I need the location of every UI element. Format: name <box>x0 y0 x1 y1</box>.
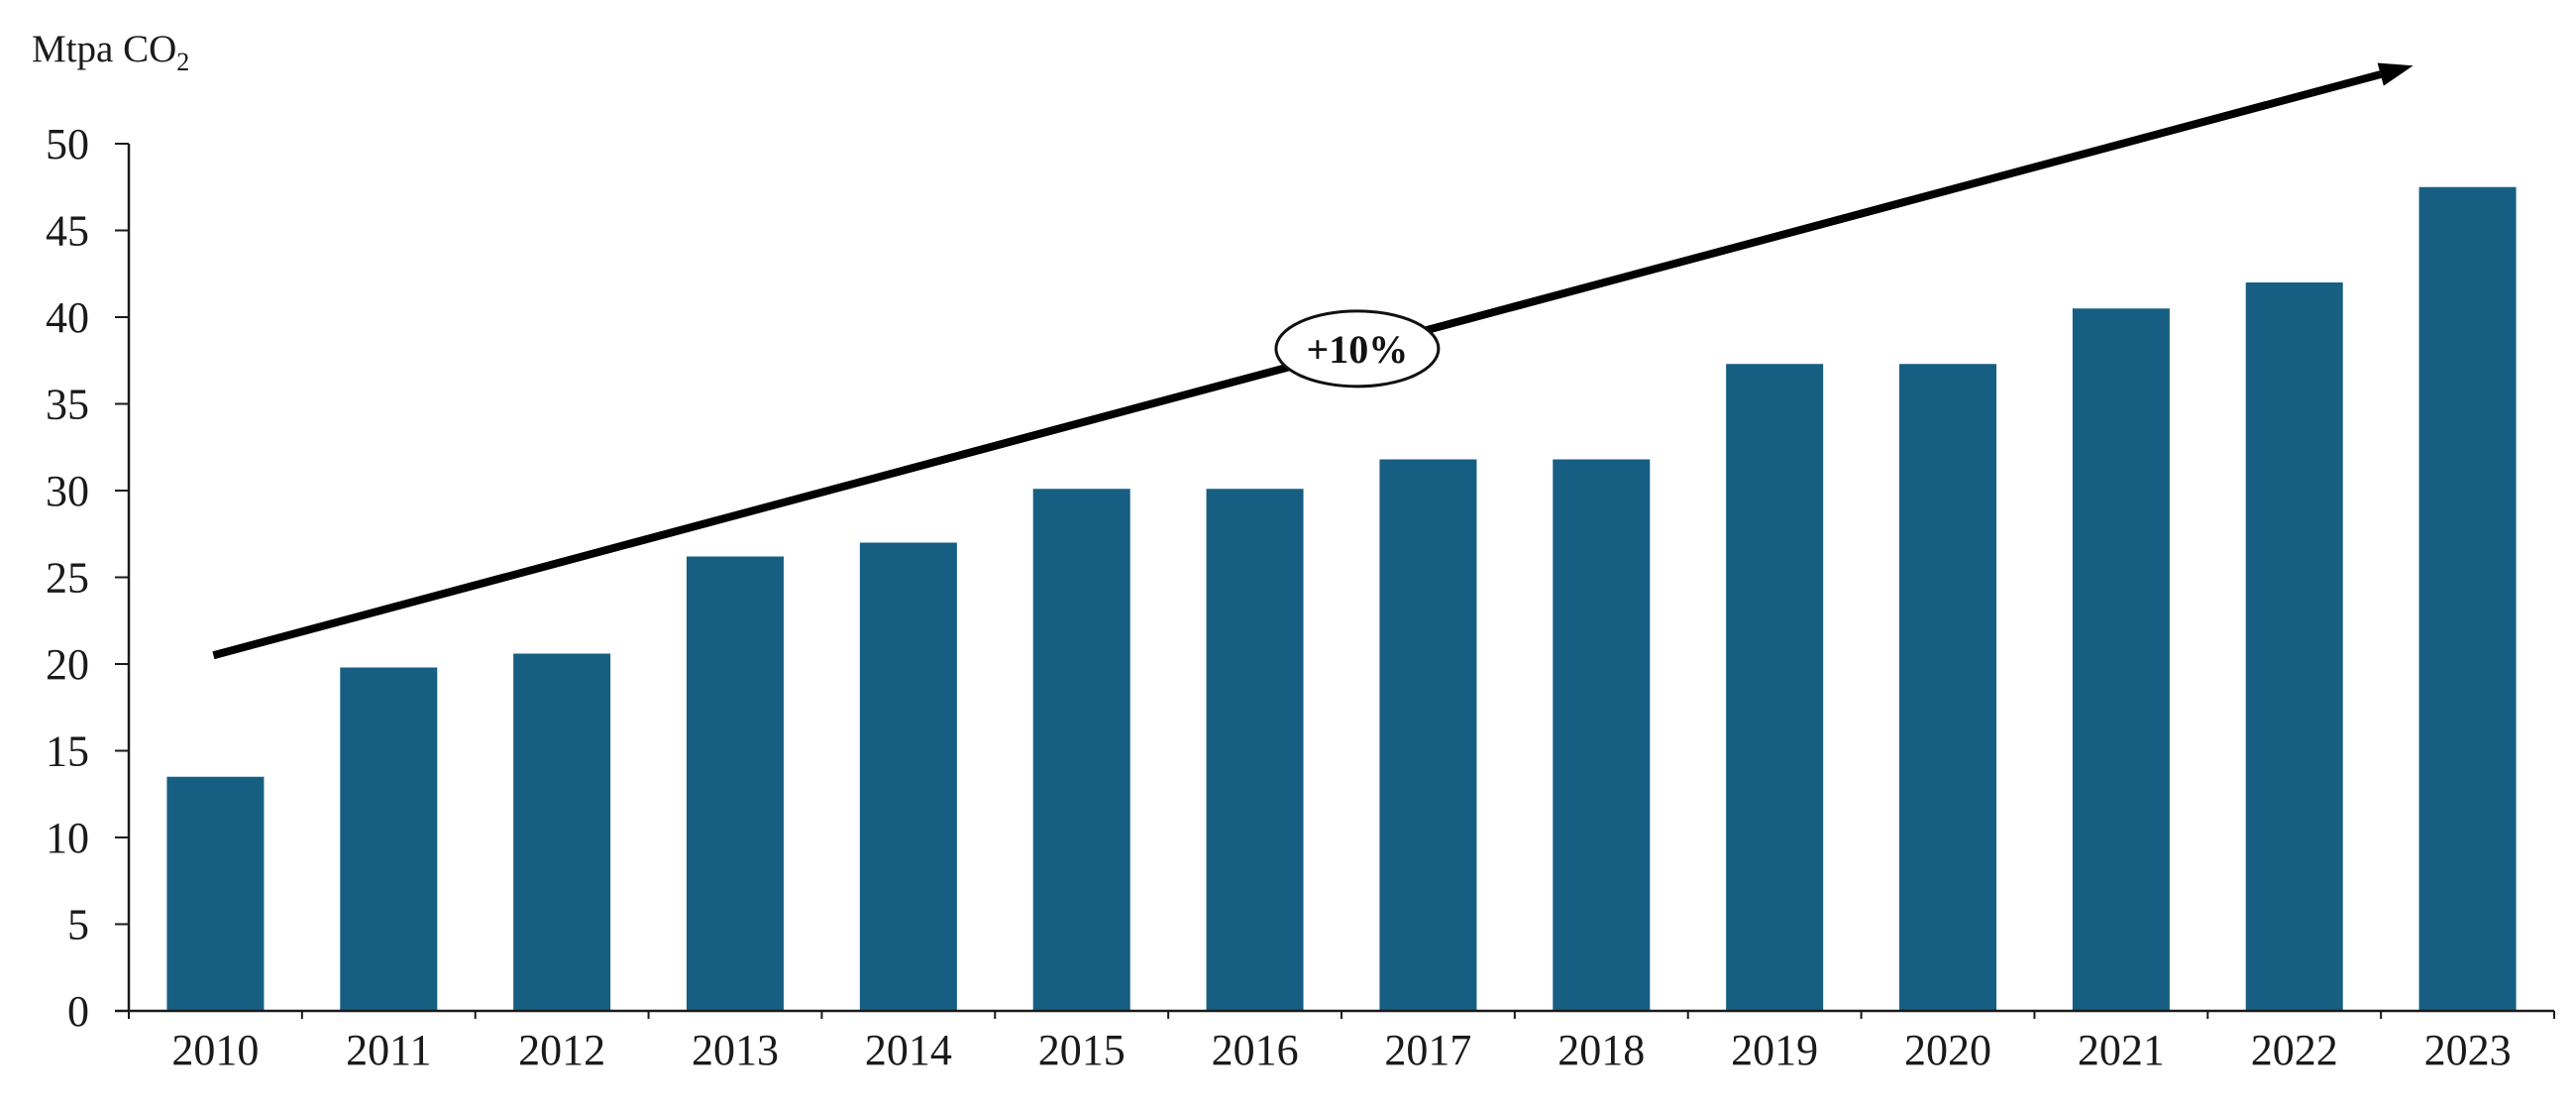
x-tick-label: 2018 <box>1557 1026 1645 1074</box>
bar-2018 <box>1553 459 1651 1011</box>
x-tick-label: 2013 <box>692 1026 779 1074</box>
bar-2017 <box>1379 459 1477 1011</box>
bar-2021 <box>2072 308 2170 1011</box>
y-tick-label: 10 <box>46 814 89 862</box>
growth-badge-label: +10% <box>1307 327 1409 372</box>
x-tick-label: 2012 <box>518 1026 605 1074</box>
y-tick-label: 30 <box>46 467 89 515</box>
y-tick-label: 35 <box>46 381 89 429</box>
bar-2023 <box>2418 186 2517 1011</box>
y-tick-label: 5 <box>67 901 89 949</box>
x-tick-label: 2022 <box>2251 1026 2338 1074</box>
y-tick-label: 0 <box>67 987 89 1036</box>
x-tick-label: 2021 <box>2078 1026 2165 1074</box>
y-tick-label: 15 <box>46 727 89 776</box>
bar-2019 <box>1726 364 1824 1011</box>
bar-2016 <box>1206 489 1304 1011</box>
x-tick-label: 2019 <box>1731 1026 1818 1074</box>
y-tick-label: 20 <box>46 640 89 689</box>
trend-arrow-head <box>2377 62 2414 86</box>
bar-2015 <box>1032 489 1130 1011</box>
x-tick-label: 2010 <box>171 1026 259 1074</box>
y-axis-label: Mtpa CO2 <box>32 28 189 76</box>
y-tick-label: 50 <box>46 120 89 168</box>
x-tick-label: 2011 <box>346 1026 431 1074</box>
bar-2010 <box>166 776 265 1011</box>
x-tick-label: 2020 <box>1904 1026 1991 1074</box>
bars <box>166 186 2517 1011</box>
x-tick-label: 2023 <box>2424 1026 2512 1074</box>
bar-2011 <box>340 667 438 1011</box>
x-axis-ticks: 2010 2011 2012 2013 2014 2015 2016 2017 2018 2019… <box>128 1011 2555 1074</box>
y-tick-label: 45 <box>46 207 89 256</box>
bar-2013 <box>687 556 784 1011</box>
y-axis-ticks: 0 5 10 15 20 25 30 35 40 45 50 <box>46 120 129 1036</box>
y-axis-label-main: Mtpa CO <box>32 28 176 70</box>
x-tick-label: 2014 <box>865 1026 952 1074</box>
y-tick-label: 40 <box>46 293 89 342</box>
bar-2022 <box>2245 282 2343 1011</box>
y-axis-label-subscript: 2 <box>176 48 189 76</box>
x-tick-label: 2015 <box>1038 1026 1126 1074</box>
trend-annotation: +10% <box>212 62 2414 660</box>
x-tick-label: 2016 <box>1212 1026 1299 1074</box>
y-tick-label: 25 <box>46 554 89 603</box>
bar-2020 <box>1899 364 1996 1011</box>
growth-badge <box>1274 309 1441 389</box>
bar-2012 <box>513 653 611 1011</box>
bar-2014 <box>859 542 957 1011</box>
x-tick-label: 2017 <box>1384 1026 1471 1074</box>
